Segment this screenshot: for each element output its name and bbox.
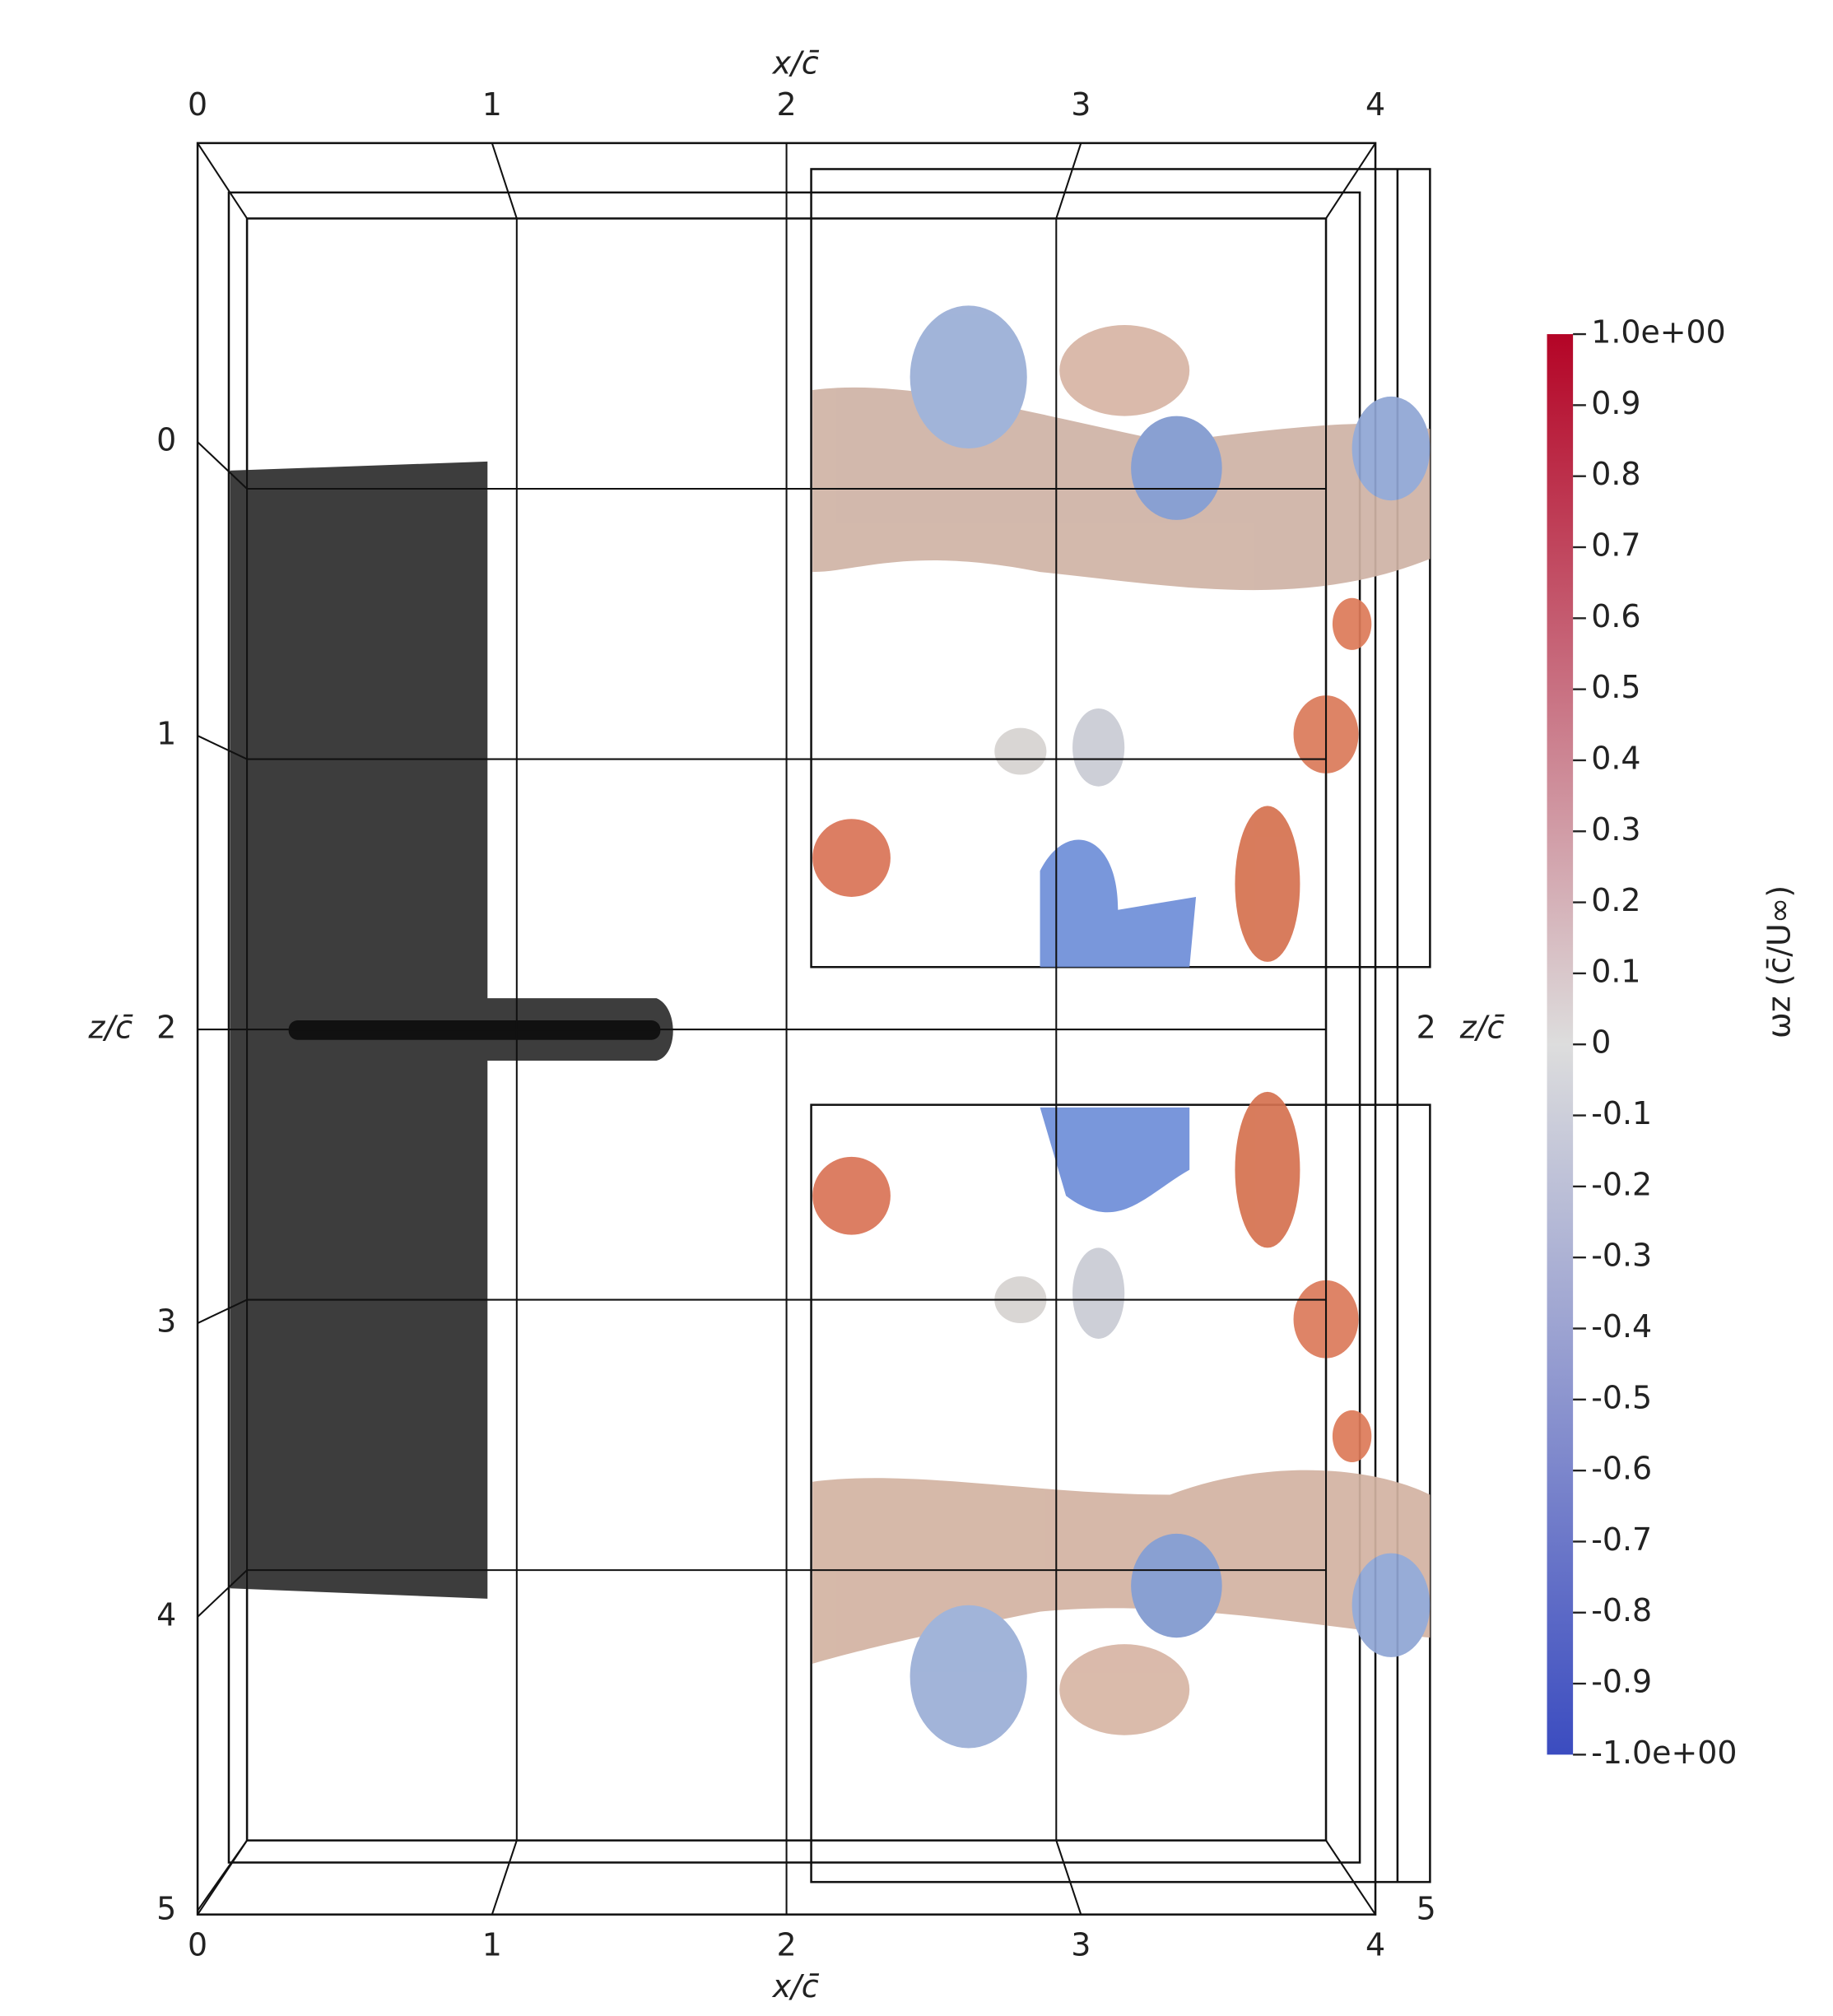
colorbar-tick-label: 0.6 — [1591, 598, 1640, 634]
tick-mark — [197, 441, 248, 490]
z-tick-label: 3 — [156, 1303, 176, 1340]
tick-mark — [1055, 142, 1082, 219]
z-tick-label: 0 — [156, 422, 176, 458]
x-tick-label: 2 — [777, 86, 797, 123]
tick-mark — [197, 142, 248, 220]
x-tick-label: 0 — [188, 1927, 207, 1963]
tick-mark — [491, 1840, 518, 1915]
colorbar-tick-label: 0.4 — [1591, 740, 1640, 776]
colorbar-tick-label: 0.2 — [1591, 882, 1640, 918]
tick-mark — [1325, 142, 1376, 220]
colorbar — [1547, 334, 1574, 1755]
tick-mark — [197, 1840, 248, 1911]
z-tick-label: 4 — [156, 1596, 176, 1633]
x-tick-label: 1 — [482, 86, 502, 123]
colorbar-tick-label: -0.8 — [1591, 1592, 1652, 1628]
colorbar-tick-label: 0 — [1591, 1024, 1611, 1061]
tick-mark — [1055, 1840, 1082, 1915]
z-axis-title: z/c̄ — [88, 1010, 133, 1046]
tick-mark — [197, 1569, 248, 1618]
x-tick-label: 1 — [482, 1927, 502, 1963]
wake-structures — [812, 305, 1431, 1749]
z-axis-title: z/c̄ — [1459, 1010, 1505, 1046]
colorbar-tick-label: 0.8 — [1591, 456, 1640, 492]
colorbar-tick-label: -0.1 — [1591, 1095, 1652, 1131]
x-tick-label: 0 — [188, 86, 207, 123]
tick-mark — [197, 735, 248, 760]
colorbar-tick-label: -1.0e+00 — [1591, 1735, 1737, 1771]
z-tick-label: 5 — [1417, 1890, 1436, 1926]
tick-mark — [1325, 1840, 1376, 1916]
colorbar-tick-label: 0.3 — [1591, 811, 1640, 848]
colorbar-tick-label: 0.9 — [1591, 385, 1640, 421]
x-tick-label: 4 — [1365, 1927, 1385, 1963]
tick-mark — [491, 142, 518, 219]
x-tick-label: 4 — [1365, 86, 1385, 123]
colorbar-tick-label: 0.1 — [1591, 953, 1640, 989]
colorbar-tick-label: 1.0e+00 — [1591, 314, 1726, 351]
tick-mark — [197, 1298, 248, 1324]
z-tick-label: 1 — [156, 716, 176, 752]
x-tick-label: 2 — [777, 1927, 797, 1963]
z-tick-label: 5 — [156, 1890, 176, 1926]
colorbar-tick-label: -0.2 — [1591, 1166, 1652, 1202]
x-axis-title: x/c̄ — [772, 45, 820, 81]
x-tick-label: 3 — [1071, 86, 1091, 123]
colorbar-tick-label: -0.3 — [1591, 1238, 1652, 1274]
colorbar-tick-label: 0.7 — [1591, 527, 1640, 564]
colorbar-tick-label: -0.4 — [1591, 1308, 1652, 1345]
z-tick-label: 2 — [156, 1010, 176, 1046]
colorbar-tick-label: -0.9 — [1591, 1664, 1652, 1700]
colorbar-tick-label: -0.5 — [1591, 1379, 1652, 1415]
colorbar-title: ωz (c̄/U∞) — [1761, 885, 1797, 1038]
x-tick-label: 3 — [1071, 1927, 1091, 1963]
colorbar-tick-label: -0.7 — [1591, 1521, 1652, 1558]
z-tick-label: 2 — [1417, 1010, 1436, 1046]
colorbar-tick-label: 0.5 — [1591, 669, 1640, 705]
x-axis-title: x/c̄ — [772, 1968, 820, 2004]
colorbar-tick-label: -0.6 — [1591, 1451, 1652, 1487]
